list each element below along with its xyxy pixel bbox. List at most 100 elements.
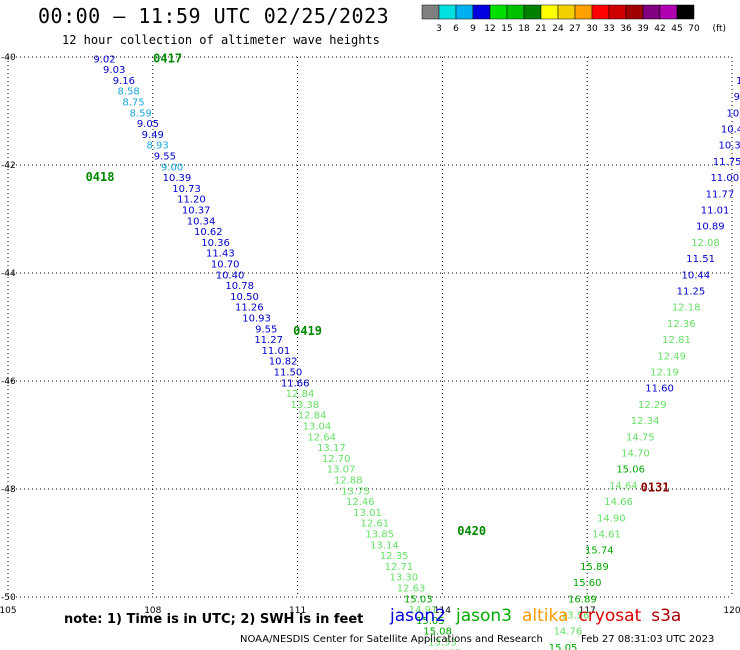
units-note: note: 1) Time is in UTC; 2) SWH is in fe… [64, 612, 364, 627]
colorbar-tick: 45 [671, 24, 682, 34]
swh-point: 13.75 [341, 486, 370, 497]
swh-point: 15.60 [573, 578, 602, 589]
swh-point: 11.00 [710, 173, 739, 184]
colorbar-tick: 33 [603, 24, 614, 34]
swh-point: 14.61 [592, 530, 621, 541]
timestamp: Feb 27 08:31:03 UTC 2023 [581, 634, 715, 645]
swh-point: 9.55 [154, 152, 176, 163]
swh-point: 12.34 [631, 416, 660, 427]
satellite-legend: jason2 jason3 altika cryosat s3a [390, 606, 691, 626]
swh-point: 12.70 [322, 454, 351, 465]
swh-point: 10.40 [216, 270, 245, 281]
swh-point: 1 [736, 76, 740, 87]
swh-point: 11.27 [254, 335, 283, 346]
swh-point: 11.75 [713, 157, 740, 168]
swh-point: 9.02 [93, 54, 115, 65]
swh-point: 12.49 [657, 351, 686, 362]
swh-point: 10.93 [242, 314, 271, 325]
swh-point: 12.61 [361, 519, 390, 530]
swh-point: 8.58 [118, 87, 140, 98]
swh-point: 11.66 [281, 378, 310, 389]
swh-point: 15.08 [423, 627, 452, 638]
swh-point: 10.82 [269, 357, 298, 368]
colorbar-tick: 18 [518, 24, 530, 34]
swh-point: 13.07 [327, 465, 356, 476]
swh-point: 13.04 [303, 422, 332, 433]
swh-point: 15.89 [580, 562, 609, 573]
colorbar-tick: 24 [552, 24, 564, 34]
colorbar-tick: 39 [637, 24, 649, 34]
swh-point: 11.26 [235, 303, 264, 314]
swh-point: 12.19 [650, 368, 679, 379]
swh-point: 10.34 [187, 216, 216, 227]
swh-point: 10.4 [721, 125, 740, 136]
swh-point: 13.56 [561, 611, 590, 622]
swh-point: 11.51 [686, 254, 715, 265]
swh-point: 12.29 [638, 400, 667, 411]
swh-point: 10.37 [182, 206, 211, 217]
swh-point: 9.16 [113, 76, 135, 87]
y-tick-label: -50 [1, 593, 16, 603]
swh-point: 16.89 [568, 594, 597, 605]
swh-point: 13.17 [317, 443, 346, 454]
colorbar-tick: 42 [654, 24, 665, 34]
swh-point: 11.25 [677, 287, 706, 298]
swh-point: 13.14 [370, 540, 399, 551]
swh-point: 12.84 [286, 389, 315, 400]
swh-point: 12.84 [298, 411, 327, 422]
swh-point: 15.06 [616, 465, 645, 476]
swh-point: 13.53 [428, 638, 457, 649]
swh-point: 8.93 [146, 141, 168, 152]
swh-point: 12.64 [307, 432, 336, 443]
colorbar-tick: 9 [470, 24, 476, 34]
swh-point: 10.36 [201, 238, 230, 249]
time-label: 0418 [86, 170, 115, 184]
swh-point: 10.62 [194, 227, 223, 238]
x-tick-label: 111 [289, 606, 306, 616]
swh-point: 12.63 [397, 584, 426, 595]
y-tick-label: -42 [1, 161, 16, 171]
swh-point: 15.03 [404, 594, 433, 605]
swh-point: 14.75 [626, 432, 655, 443]
swh-point: 12.88 [334, 476, 363, 487]
time-label: 0420 [457, 524, 486, 538]
swh-point: 15.05 [416, 616, 445, 627]
swh-point: 10. [726, 108, 740, 119]
satellite-jason3: jason3 [456, 606, 512, 626]
swh-point: 14.70 [621, 449, 650, 460]
swh-point: 13.37 [433, 648, 462, 650]
swh-point: 14.64 [609, 481, 638, 492]
swh-point: 15.05 [549, 643, 578, 650]
swh-point: 11.60 [645, 384, 674, 395]
y-tick-label: -40 [1, 53, 16, 63]
colorbar-unit: (ft) [712, 24, 726, 34]
swh-point: 14.66 [604, 497, 633, 508]
swh-point: 11.43 [206, 249, 235, 260]
colorbar-tick: 70 [688, 24, 700, 34]
swh-point: 15.74 [585, 546, 614, 557]
swh-point: 12.35 [380, 551, 409, 562]
swh-point: 14.76 [554, 627, 583, 638]
credit-line: NOAA/NESDIS Center for Satellite Applica… [240, 634, 543, 645]
swh-point: 11.77 [706, 189, 735, 200]
chart-subtitle: 12 hour collection of altimeter wave hei… [62, 33, 380, 47]
swh-point: 13.30 [389, 573, 418, 584]
swh-point: 12.36 [667, 319, 696, 330]
swh-point: 11.01 [262, 346, 291, 357]
swh-point: 8.59 [130, 108, 152, 119]
y-tick-label: -46 [1, 377, 16, 387]
colorbar-tick: 27 [569, 24, 580, 34]
swh-point: 9.49 [142, 130, 164, 141]
swh-point: 10.89 [696, 222, 725, 233]
swh-point: 10.39 [163, 173, 192, 184]
colorbar-tick: 3 [436, 24, 442, 34]
satellite-altika: altika [522, 606, 569, 626]
swh-point: 12.81 [662, 335, 691, 346]
satellite-cryosat: cryosat [578, 606, 642, 626]
swh-point: 9.00 [161, 162, 183, 173]
swh-point: 9.03 [103, 65, 125, 76]
swh-point: 11.20 [177, 195, 206, 206]
time-label: 0419 [293, 324, 322, 338]
colorbar-tick: 6 [453, 24, 459, 34]
